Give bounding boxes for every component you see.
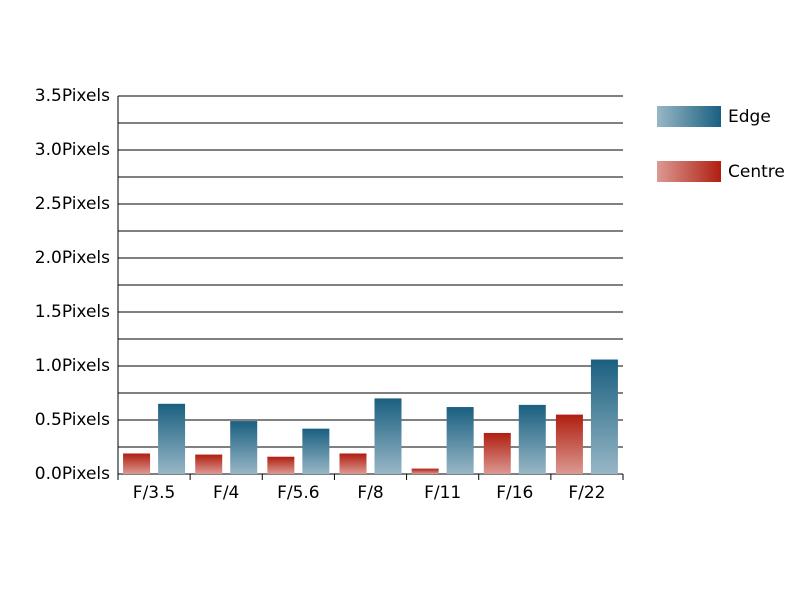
bar xyxy=(411,468,439,474)
x-tick-label: F/8 xyxy=(357,483,383,503)
y-tick-label: 2.0Pixels xyxy=(35,248,110,268)
bar xyxy=(555,414,583,474)
bar xyxy=(518,404,546,474)
legend-label: Centre xyxy=(728,162,785,182)
legend-swatch xyxy=(657,161,721,182)
x-tick-label: F/11 xyxy=(424,483,461,503)
x-tick-label: F/22 xyxy=(568,483,605,503)
bar xyxy=(230,421,258,474)
y-tick-label: 0.5Pixels xyxy=(35,410,110,430)
y-tick-label: 3.0Pixels xyxy=(35,140,110,160)
bar xyxy=(446,407,474,474)
bar xyxy=(267,456,295,474)
y-tick-label: 1.0Pixels xyxy=(35,356,110,376)
bar xyxy=(483,432,511,474)
bar xyxy=(590,359,618,474)
x-tick-label: F/16 xyxy=(496,483,533,503)
legend-label: Edge xyxy=(728,107,771,127)
x-tick-label: F/3.5 xyxy=(133,483,176,503)
bar xyxy=(374,398,402,474)
bar xyxy=(302,428,330,474)
bar xyxy=(339,453,367,474)
bar xyxy=(123,453,151,474)
bar xyxy=(195,454,223,474)
x-tick-label: F/5.6 xyxy=(277,483,320,503)
y-tick-label: 1.5Pixels xyxy=(35,302,110,322)
y-tick-label: 0.0Pixels xyxy=(35,464,110,484)
y-tick-label: 2.5Pixels xyxy=(35,194,110,214)
bar xyxy=(158,403,186,474)
legend-swatch xyxy=(657,106,721,127)
x-tick-label: F/4 xyxy=(213,483,239,503)
y-tick-label: 3.5Pixels xyxy=(35,86,110,106)
